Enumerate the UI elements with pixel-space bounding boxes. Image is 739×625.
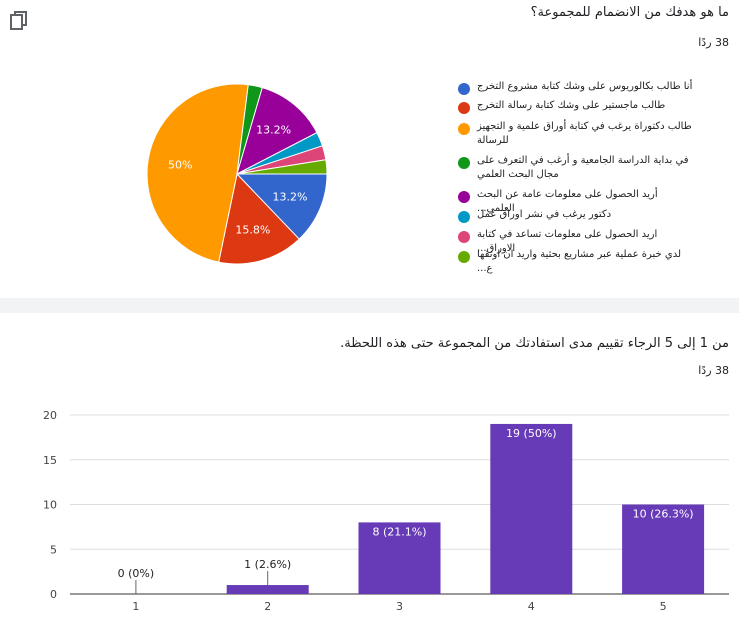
legend-item: في بداية الدراسة الجامعية و أرغب في التع… (455, 154, 695, 184)
legend-item: اريد الحصول على معلومات تساعد في كتابة ا… (455, 228, 695, 258)
legend-item: دكتور يرغب في نشر اوراق عمل (455, 208, 695, 238)
legend-label: طالب دكتوراة يرغب في كتابة أوراق علمية و… (477, 121, 692, 146)
bar-question-card: من 1 إلى 5 الرجاء تقييم مدى استفادتك من … (0, 313, 739, 625)
pie-slice (218, 172, 300, 265)
legend-item: طالب دكتوراة يرغب في كتابة أوراق علمية و… (455, 120, 695, 150)
legend-swatch (458, 83, 470, 95)
pie-slice-label: 13.2% (256, 124, 291, 137)
copy-icon[interactable] (8, 10, 30, 32)
legend-swatch (458, 123, 470, 135)
pie-chart: 13.2% 15.8% 50% 13.2% (146, 83, 328, 265)
pie-slice (146, 83, 249, 263)
question-title: من 1 إلى 5 الرجاء تقييم مدى استفادتك من … (340, 336, 729, 351)
response-count: 38 ردًا (698, 36, 729, 49)
pie-slice (236, 87, 318, 175)
legend-item: أريد الحصول على معلومات عامة عن البحث ال… (455, 188, 695, 218)
legend-swatch (458, 157, 470, 169)
pie-slice (236, 159, 328, 175)
legend-swatch (458, 102, 470, 114)
legend-item: طالب ماجستير على وشك كتابة رسالة التخرج (455, 99, 695, 129)
legend-swatch (458, 231, 470, 243)
legend-swatch (458, 191, 470, 203)
legend-label: دكتور يرغب في نشر اوراق عمل (477, 209, 612, 220)
pie-slice-label: 13.2% (272, 191, 307, 204)
pie-slice (235, 173, 328, 240)
question-title: ما هو هدفك من الانضمام للمجموعة؟ (530, 5, 729, 20)
pie-slice-label: 50% (168, 159, 192, 172)
legend-label: طالب ماجستير على وشك كتابة رسالة التخرج (477, 100, 666, 111)
legend-label: في بداية الدراسة الجامعية و أرغب في التع… (477, 155, 689, 180)
legend-item: لدي خبرة عملية عبر مشاريع بحثية واريد ان… (455, 248, 695, 278)
legend-label: أريد الحصول على معلومات عامة عن البحث ال… (477, 189, 658, 214)
legend-item: أنا طالب بكالوريوس على وشك كتابة مشروع ا… (455, 80, 695, 110)
legend-label: أنا طالب بكالوريوس على وشك كتابة مشروع ا… (477, 81, 693, 92)
legend-swatch (458, 251, 470, 263)
response-count: 38 ردًا (698, 364, 729, 377)
legend-label: لدي خبرة عملية عبر مشاريع بحثية واريد ان… (477, 249, 682, 274)
legend-label: اريد الحصول على معلومات تساعد في كتابة ا… (477, 229, 658, 254)
legend-swatch (458, 211, 470, 223)
pie-question-card: ما هو هدفك من الانضمام للمجموعة؟ 38 ردًا… (0, 0, 739, 298)
pie-slice-label: 15.8% (235, 223, 270, 236)
